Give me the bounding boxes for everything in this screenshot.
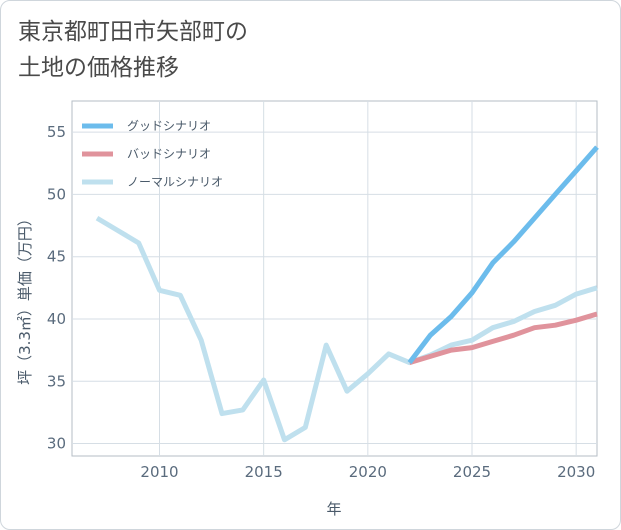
y-tick-35: 35 bbox=[47, 372, 66, 390]
series-line-0 bbox=[407, 145, 599, 365]
x-tick-2025: 2025 bbox=[453, 463, 491, 481]
legend-label-0: グッドシナリオ bbox=[127, 119, 211, 133]
y-axis-title: 坪（3.3㎡）単価（万円） bbox=[16, 211, 34, 385]
x-tick-2030: 2030 bbox=[557, 463, 595, 481]
y-tick-40: 40 bbox=[47, 310, 66, 328]
y-tick-50: 50 bbox=[47, 185, 66, 203]
grid-lines bbox=[72, 101, 597, 456]
x-tick-2020: 2020 bbox=[349, 463, 387, 481]
y-tick-30: 30 bbox=[47, 435, 66, 453]
x-tick-2010: 2010 bbox=[140, 463, 178, 481]
series-line-1 bbox=[408, 311, 598, 365]
x-axis-title: 年 bbox=[326, 500, 341, 518]
x-tick-2015: 2015 bbox=[245, 463, 283, 481]
y-tick-55: 55 bbox=[47, 123, 66, 141]
y-tick-45: 45 bbox=[47, 248, 66, 266]
legend-label-2: ノーマルシナリオ bbox=[127, 175, 223, 189]
x-tick-labels: 2010 2015 2020 2025 2030 bbox=[140, 463, 595, 481]
series-lines bbox=[95, 145, 599, 443]
y-tick-labels: 30 35 40 45 50 55 bbox=[47, 123, 66, 452]
series-line-2 bbox=[95, 215, 598, 443]
title-line-1: 東京都町田市矢部町の bbox=[18, 19, 248, 45]
legend-label-1: バッドシナリオ bbox=[127, 147, 211, 161]
chart-title: 東京都町田市矢部町の 土地の価格推移 bbox=[18, 14, 248, 86]
title-line-2: 土地の価格推移 bbox=[18, 55, 179, 81]
